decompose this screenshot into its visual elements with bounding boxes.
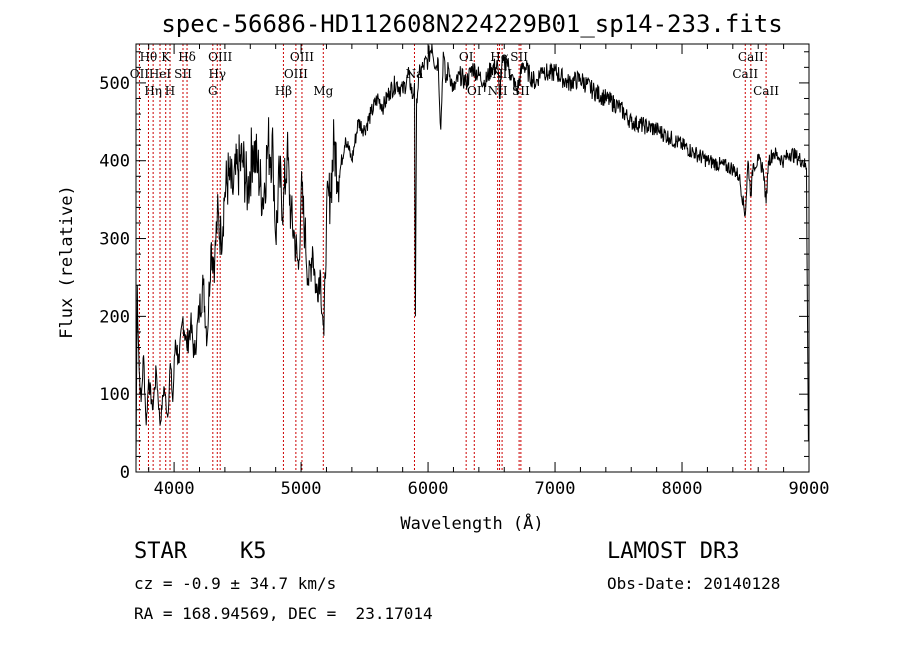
emission-label-oii: OII [130,67,150,81]
y-tick-label: 300 [99,230,130,250]
emission-line-labels: HθOIIHηHeIKHSIIHδGHγOIIIHβOIIIOIIIMgNaOI… [130,50,779,98]
emission-label-oiii: OIII [284,67,308,81]
x-tick-label: 9000 [789,479,830,499]
y-tick-label: 400 [99,152,130,172]
emission-label-hθ: Hθ [140,50,158,64]
emission-label-nii: NII [492,67,512,81]
x-axis-label: Wavelength (Å) [400,512,543,534]
emission-label-oi: OI [459,50,474,64]
survey-name: LAMOST DR3 [607,539,740,564]
emission-label-hδ: Hδ [178,50,196,64]
y-tick-label: 200 [99,307,130,327]
x-axis-ticks: 4000 5000 6000 7000 8000 9000 [148,44,830,499]
y-axis-ticks: 0 100 200 300 400 500 [99,51,809,483]
chart-title: spec-56686-HD112608N224229B01_sp14-233.f… [161,10,782,38]
y-tick-label: 500 [99,74,130,94]
emission-label-k: K [161,50,171,64]
y-tick-label: 0 [120,463,130,483]
emission-label-hei: HeI [149,67,172,81]
y-tick-label: 100 [99,385,130,405]
emission-label-mg: Mg [313,84,333,98]
x-tick-label: 8000 [662,479,703,499]
observation-date: Obs-Date: 20140128 [607,574,781,593]
x-tick-label: 5000 [281,479,322,499]
redshift-cz: cz = -0.9 ± 34.7 km/s [134,574,337,593]
emission-label-h: H [165,84,175,98]
emission-label-nii: NII [488,84,508,98]
coordinates: RA = 168.94569, DEC = 23.17014 [134,604,433,623]
plot-frame [135,43,810,473]
object-subclass: K5 [240,539,267,564]
emission-label-oiii: OIII [290,50,314,64]
emission-label-hη: Hη [144,84,162,98]
spectrum-series-flux [135,43,809,465]
y-axis-label: Flux (relative) [57,185,77,339]
emission-label-oi: OI [467,84,482,98]
emission-label-sii: SII [174,67,192,81]
emission-label-caii: CaII [753,84,779,98]
x-tick-label: 7000 [535,479,576,499]
emission-line-markers [138,44,767,472]
object-class: STAR [134,539,187,564]
emission-label-hγ: Hγ [208,67,226,81]
emission-label-sii: SII [510,50,528,64]
emission-label-oiii: OIII [208,50,232,64]
emission-label-g: G [208,84,218,98]
emission-label-caii: CaII [732,67,758,81]
emission-label-caii: CaII [738,50,764,64]
x-tick-label: 4000 [154,479,195,499]
x-tick-label: 6000 [408,479,449,499]
emission-label-hβ: Hβ [275,84,292,98]
emission-label-sii: SII [512,84,530,98]
